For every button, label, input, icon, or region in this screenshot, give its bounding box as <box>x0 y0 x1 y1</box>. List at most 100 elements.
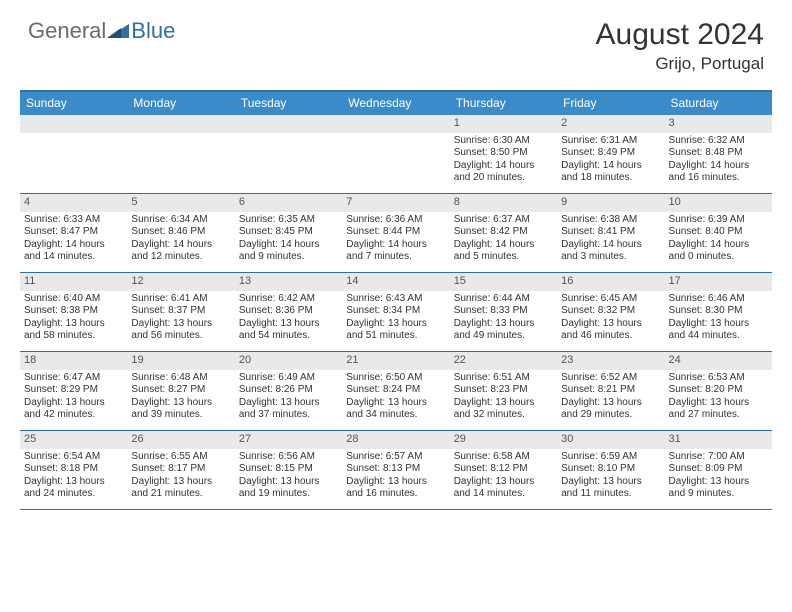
day-info: Sunrise: 6:46 AMSunset: 8:30 PMDaylight:… <box>665 291 772 346</box>
day-cell: 9Sunrise: 6:38 AMSunset: 8:41 PMDaylight… <box>557 194 664 272</box>
day-info: Sunrise: 7:00 AMSunset: 8:09 PMDaylight:… <box>665 449 772 504</box>
day-header-cell: Thursday <box>450 92 557 115</box>
empty-cell <box>127 115 234 193</box>
sunrise-text: Sunrise: 6:43 AM <box>346 293 445 306</box>
day-cell: 25Sunrise: 6:54 AMSunset: 8:18 PMDayligh… <box>20 431 127 509</box>
day-cell: 27 Sunrise: 6:56 AMSunset: 8:15 PMDayligh… <box>235 431 342 509</box>
sunrise-text: Sunrise: 6:34 AM <box>131 214 230 227</box>
day-number: 7 <box>342 194 449 212</box>
day-number: 17 <box>665 273 772 291</box>
day-cell: 14Sunrise: 6:43 AMSunset: 8:34 PMDayligh… <box>342 273 449 351</box>
day-header-cell: Wednesday <box>342 92 449 115</box>
sunset-text: Sunset: 8:09 PM <box>669 463 768 476</box>
title-block: August 2024 Grijo, Portugal <box>596 18 764 74</box>
day-info: Sunrise: 6:52 AMSunset: 8:21 PMDaylight:… <box>557 370 664 425</box>
day-cell: 1Sunrise: 6:30 AMSunset: 8:50 PMDaylight… <box>450 115 557 193</box>
daylight-text: Daylight: 13 hours and 16 minutes. <box>346 476 445 501</box>
empty-cell <box>342 115 449 193</box>
day-number: 26 <box>127 431 234 449</box>
sunset-text: Sunset: 8:26 PM <box>239 384 338 397</box>
sunrise-text: Sunrise: 6:53 AM <box>669 372 768 385</box>
day-cell: 10Sunrise: 6:39 AMSunset: 8:40 PMDayligh… <box>665 194 772 272</box>
daylight-text: Daylight: 14 hours and 3 minutes. <box>561 239 660 264</box>
sunrise-text: Sunrise: 6:47 AM <box>24 372 123 385</box>
day-cell: 24Sunrise: 6:53 AMSunset: 8:20 PMDayligh… <box>665 352 772 430</box>
sunset-text: Sunset: 8:15 PM <box>239 463 338 476</box>
day-cell: 22Sunrise: 6:51 AMSunset: 8:23 PMDayligh… <box>450 352 557 430</box>
day-cell: 3Sunrise: 6:32 AMSunset: 8:48 PMDaylight… <box>665 115 772 193</box>
day-header-row: SundayMondayTuesdayWednesdayThursdayFrid… <box>20 92 772 115</box>
sunrise-text: Sunrise: 6:51 AM <box>454 372 553 385</box>
month-title: August 2024 <box>596 18 764 52</box>
sunset-text: Sunset: 8:42 PM <box>454 226 553 239</box>
sunset-text: Sunset: 8:38 PM <box>24 305 123 318</box>
sunrise-text: Sunrise: 6:35 AM <box>239 214 338 227</box>
day-info: Sunrise: 6:43 AMSunset: 8:34 PMDaylight:… <box>342 291 449 346</box>
weeks-container: 1Sunrise: 6:30 AMSunset: 8:50 PMDaylight… <box>20 115 772 510</box>
daylight-text: Daylight: 14 hours and 9 minutes. <box>239 239 338 264</box>
daylight-text: Daylight: 13 hours and 19 minutes. <box>239 476 338 501</box>
daylight-text: Daylight: 14 hours and 14 minutes. <box>24 239 123 264</box>
sunset-text: Sunset: 8:29 PM <box>24 384 123 397</box>
day-number: 18 <box>20 352 127 370</box>
day-header-cell: Monday <box>127 92 234 115</box>
day-info: Sunrise: 6:31 AMSunset: 8:49 PMDaylight:… <box>557 133 664 188</box>
day-number: 14 <box>342 273 449 291</box>
daylight-text: Daylight: 14 hours and 7 minutes. <box>346 239 445 264</box>
sunset-text: Sunset: 8:49 PM <box>561 147 660 160</box>
day-number: 21 <box>342 352 449 370</box>
header: General Blue August 2024 Grijo, Portugal <box>0 0 792 82</box>
day-number: 4 <box>20 194 127 212</box>
daylight-text: Daylight: 14 hours and 5 minutes. <box>454 239 553 264</box>
daylight-text: Daylight: 13 hours and 42 minutes. <box>24 397 123 422</box>
sunrise-text: Sunrise: 6:52 AM <box>561 372 660 385</box>
sunset-text: Sunset: 8:47 PM <box>24 226 123 239</box>
day-number: 30 <box>557 431 664 449</box>
sunrise-text: Sunrise: 6:44 AM <box>454 293 553 306</box>
day-number: 12 <box>127 273 234 291</box>
sunrise-text: Sunrise: 7:00 AM <box>669 451 768 464</box>
sunset-text: Sunset: 8:23 PM <box>454 384 553 397</box>
sunrise-text: Sunrise: 6:49 AM <box>239 372 338 385</box>
day-info: Sunrise: 6:40 AMSunset: 8:38 PMDaylight:… <box>20 291 127 346</box>
day-number: 10 <box>665 194 772 212</box>
sunset-text: Sunset: 8:10 PM <box>561 463 660 476</box>
logo-triangle-icon <box>107 18 129 44</box>
logo: General Blue <box>28 18 175 44</box>
sunrise-text: Sunrise: 6:59 AM <box>561 451 660 464</box>
sunrise-text: Sunrise: 6:41 AM <box>131 293 230 306</box>
day-cell: 17Sunrise: 6:46 AMSunset: 8:30 PMDayligh… <box>665 273 772 351</box>
daylight-text: Daylight: 13 hours and 34 minutes. <box>346 397 445 422</box>
day-info: Sunrise: 6:42 AMSunset: 8:36 PMDaylight:… <box>235 291 342 346</box>
day-cell: 6Sunrise: 6:35 AMSunset: 8:45 PMDaylight… <box>235 194 342 272</box>
logo-text-blue: Blue <box>131 18 175 44</box>
day-number: 27 <box>235 431 342 449</box>
sunset-text: Sunset: 8:41 PM <box>561 226 660 239</box>
day-number: 5 <box>127 194 234 212</box>
day-info: Sunrise: 6:37 AMSunset: 8:42 PMDaylight:… <box>450 212 557 267</box>
sunset-text: Sunset: 8:32 PM <box>561 305 660 318</box>
day-number: 28 <box>342 431 449 449</box>
day-header-cell: Sunday <box>20 92 127 115</box>
week-row: 4Sunrise: 6:33 AMSunset: 8:47 PMDaylight… <box>20 194 772 273</box>
day-number: 20 <box>235 352 342 370</box>
sunrise-text: Sunrise: 6:45 AM <box>561 293 660 306</box>
daylight-text: Daylight: 14 hours and 12 minutes. <box>131 239 230 264</box>
sunset-text: Sunset: 8:30 PM <box>669 305 768 318</box>
sunrise-text: Sunrise: 6:33 AM <box>24 214 123 227</box>
sunset-text: Sunset: 8:12 PM <box>454 463 553 476</box>
day-header-cell: Saturday <box>665 92 772 115</box>
day-info: Sunrise: 6:33 AMSunset: 8:47 PMDaylight:… <box>20 212 127 267</box>
sunset-text: Sunset: 8:33 PM <box>454 305 553 318</box>
day-number: 15 <box>450 273 557 291</box>
sunset-text: Sunset: 8:13 PM <box>346 463 445 476</box>
sunrise-text: Sunrise: 6:56 AM <box>239 451 338 464</box>
day-number: 3 <box>665 115 772 133</box>
day-cell: 11Sunrise: 6:40 AMSunset: 8:38 PMDayligh… <box>20 273 127 351</box>
calendar: SundayMondayTuesdayWednesdayThursdayFrid… <box>20 90 772 510</box>
daylight-text: Daylight: 13 hours and 9 minutes. <box>669 476 768 501</box>
day-cell: 31Sunrise: 7:00 AMSunset: 8:09 PMDayligh… <box>665 431 772 509</box>
daylight-text: Daylight: 13 hours and 39 minutes. <box>131 397 230 422</box>
sunset-text: Sunset: 8:21 PM <box>561 384 660 397</box>
day-number <box>127 115 234 133</box>
